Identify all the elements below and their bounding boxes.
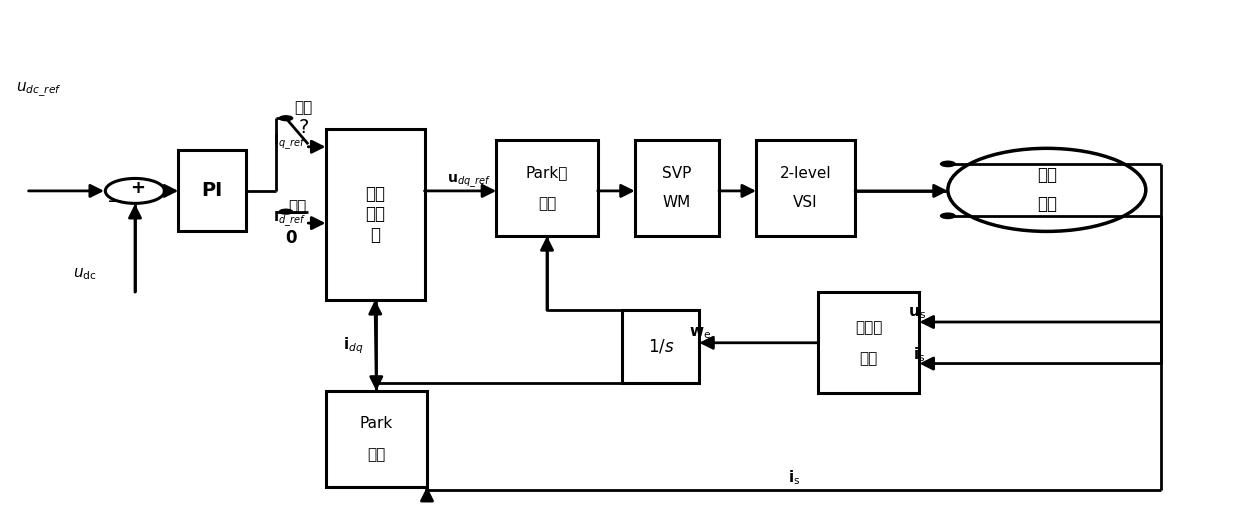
Text: 电机: 电机 [1037,195,1056,213]
Text: ?: ? [298,118,309,137]
Text: $\mathbf{u}_{\rm s}$: $\mathbf{u}_{\rm s}$ [908,305,925,321]
Text: 永磁: 永磁 [1037,167,1056,184]
Text: 2-level: 2-level [780,166,831,181]
Text: Park逆: Park逆 [526,165,568,180]
Bar [635,140,719,236]
Text: $\mathbf{w}_{\rm e}$: $\mathbf{w}_{\rm e}$ [689,326,712,341]
Circle shape [947,148,1146,231]
Text: $\mathbf{i}_{\rm s}$: $\mathbf{i}_{\rm s}$ [787,468,800,487]
Circle shape [105,179,165,204]
Bar [818,292,919,394]
Bar [179,150,247,231]
Text: $\mathbf{i}_{dq}$: $\mathbf{i}_{dq}$ [343,335,363,355]
Text: $\mathbf{u}_{dq\_ref}$: $\mathbf{u}_{dq\_ref}$ [448,173,491,190]
Text: $u_{\rm dc}$: $u_{\rm dc}$ [73,266,97,282]
Text: 重启: 重启 [289,199,306,214]
Text: 变换: 变换 [538,196,556,211]
Text: −: − [107,192,124,211]
Text: +: + [130,179,145,197]
Text: 发电: 发电 [295,100,312,115]
Circle shape [279,209,294,215]
Bar [622,310,699,383]
Text: Park: Park [360,416,393,431]
Text: $1/s$: $1/s$ [647,338,675,355]
Bar [496,140,598,236]
Bar [756,140,856,236]
Text: 0: 0 [285,229,296,246]
Text: $\mathbf{I}_{q\_ref}$: $\mathbf{I}_{q\_ref}$ [273,133,306,152]
Text: 全阶观: 全阶观 [856,319,883,335]
Text: $u_{dc\_ref}$: $u_{dc\_ref}$ [16,81,62,99]
Text: WM: WM [663,195,691,210]
Text: SVP: SVP [662,166,692,181]
Text: 调节: 调节 [365,205,386,223]
Text: VSI: VSI [794,195,818,210]
Circle shape [940,212,956,219]
Circle shape [940,161,956,167]
Text: $\mathbf{I}_{d\_ref}$: $\mathbf{I}_{d\_ref}$ [273,209,306,229]
Text: 测器: 测器 [859,351,878,366]
Bar [326,391,427,487]
Text: 器: 器 [370,226,379,244]
Text: 电流: 电流 [365,184,386,203]
Text: $\mathbf{i}_{\rm s}$: $\mathbf{i}_{\rm s}$ [913,345,925,363]
Circle shape [279,115,294,121]
Bar [326,128,424,300]
Text: 变换: 变换 [367,447,386,462]
Text: PI: PI [202,181,223,200]
